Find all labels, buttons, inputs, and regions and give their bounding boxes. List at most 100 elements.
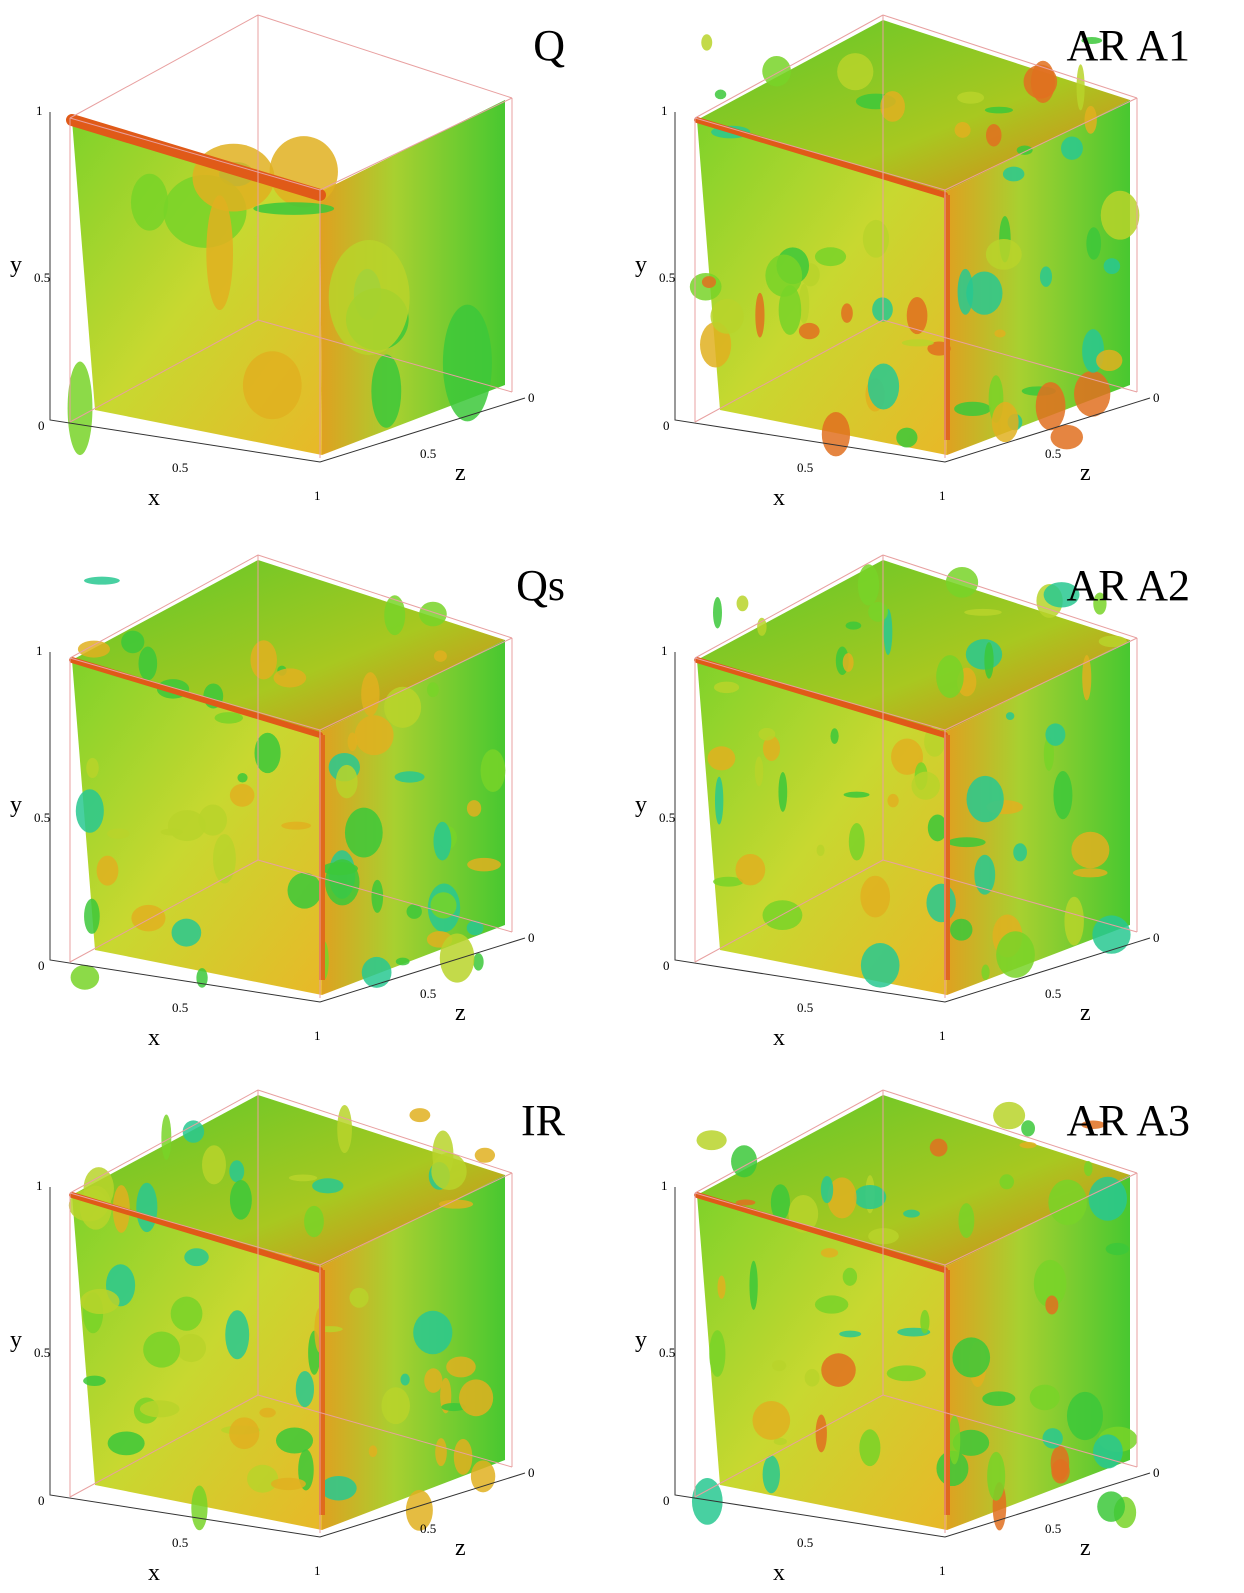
axis-label: z — [1080, 460, 1091, 486]
surface-blob — [289, 1175, 317, 1182]
surface-blob — [846, 621, 862, 629]
surface-blob — [430, 892, 456, 918]
surface-blob — [911, 772, 940, 800]
surface-blob — [481, 749, 506, 792]
surface-blob — [161, 1114, 171, 1159]
surface-blob — [907, 297, 928, 334]
surface-blob — [821, 1176, 833, 1203]
surface-blob — [815, 247, 846, 266]
surface-blob — [765, 255, 802, 297]
x-tick-label: 1 — [314, 488, 321, 503]
surface-blob — [1061, 137, 1083, 160]
surface-blob — [369, 1445, 378, 1457]
y-tick-label: 0.5 — [34, 270, 50, 285]
surface-blob — [131, 905, 165, 932]
surface-blob — [121, 631, 144, 654]
surface-blob — [108, 1431, 145, 1455]
surface-blob — [395, 771, 425, 782]
x-tick-label: 0.5 — [172, 1535, 188, 1550]
surface-blob — [763, 1455, 780, 1493]
surface-blob — [986, 124, 1002, 146]
z-tick-label: 0.5 — [420, 1521, 436, 1536]
surface-blob — [958, 269, 974, 315]
z-tick-label: 0 — [1153, 390, 1160, 405]
y-tick-label: 1 — [36, 103, 43, 118]
cube-edge — [70, 15, 258, 118]
surface-blob — [419, 602, 447, 627]
surface-blob — [697, 1130, 727, 1150]
surface-blob — [396, 958, 410, 966]
surface-blob — [1036, 382, 1066, 430]
z-tick-label: 0.5 — [420, 986, 436, 1001]
z-tick-label: 0.5 — [1045, 446, 1061, 461]
surface-blob — [229, 1417, 259, 1449]
surface-blob — [984, 642, 993, 678]
surface-blob — [1071, 832, 1109, 868]
surface-blob — [948, 837, 986, 847]
surface-blob — [371, 880, 383, 913]
surface-blob — [440, 934, 475, 983]
x-tick-label: 0.5 — [797, 1000, 813, 1015]
surface-blob — [1101, 191, 1140, 240]
surface-blob — [247, 1465, 278, 1493]
surface-blob — [83, 1376, 106, 1386]
surface-blob — [467, 800, 481, 817]
surface-blob — [896, 428, 917, 448]
surface-blob — [229, 1160, 244, 1182]
x-tick-label: 0.5 — [797, 1535, 813, 1550]
surface-blob — [1017, 145, 1033, 154]
z-tick-label: 0.5 — [420, 446, 436, 461]
surface-blob — [76, 789, 104, 833]
surface-blob — [475, 1148, 495, 1163]
z-tick-label: 0.5 — [1045, 986, 1061, 1001]
surface-blob — [84, 899, 100, 934]
surface-blob — [276, 1428, 313, 1454]
surface-blob — [1067, 1392, 1103, 1440]
surface-blob — [424, 1368, 442, 1393]
z-tick-label: 0 — [1153, 930, 1160, 945]
surface-blob — [735, 854, 765, 885]
surface-blob — [439, 1200, 473, 1209]
surface-blob — [1096, 350, 1122, 371]
surface-blob — [362, 957, 392, 988]
surface-blob — [446, 1356, 476, 1377]
axis-label: y — [10, 792, 22, 818]
y-tick-label: 0.5 — [659, 1345, 675, 1360]
surface-blob — [349, 1288, 368, 1308]
surface-blob — [1089, 1177, 1127, 1221]
surface-blob — [926, 884, 955, 923]
surface-blob — [1073, 868, 1108, 877]
surface-blob — [434, 650, 447, 662]
surface-blob — [946, 567, 978, 598]
y-tick-label: 0 — [38, 958, 45, 973]
z-tick-label: 0.5 — [1045, 1521, 1061, 1536]
surface-blob — [270, 136, 338, 207]
surface-blob — [854, 1185, 886, 1209]
axis-label: z — [455, 1000, 466, 1026]
surface-blob — [215, 712, 243, 724]
surface-blob — [958, 1203, 974, 1238]
surface-blob — [199, 805, 227, 836]
axis-label: x — [773, 1025, 785, 1051]
axis-label: z — [455, 460, 466, 486]
x-tick-label: 0.5 — [797, 460, 813, 475]
surface-blob — [1013, 843, 1027, 861]
surface-blob — [259, 1408, 275, 1418]
surface-blob — [78, 641, 110, 658]
panel-title: Qs — [516, 561, 565, 610]
surface-blob — [140, 1400, 180, 1417]
y-tick-label: 0.5 — [34, 1345, 50, 1360]
surface-blob — [1006, 712, 1014, 720]
surface-blob — [1097, 1491, 1125, 1522]
surface-blob — [243, 351, 302, 419]
surface-blob — [84, 577, 120, 585]
surface-blob — [68, 362, 93, 456]
surface-blob — [822, 412, 850, 456]
y-tick-label: 1 — [36, 643, 43, 658]
surface-blob — [887, 1365, 926, 1381]
axis-label: z — [1080, 1535, 1091, 1561]
surface-blob — [271, 1478, 306, 1490]
surface-blob — [966, 639, 1002, 670]
surface-blob — [473, 953, 483, 971]
surface-blob — [1040, 266, 1052, 287]
